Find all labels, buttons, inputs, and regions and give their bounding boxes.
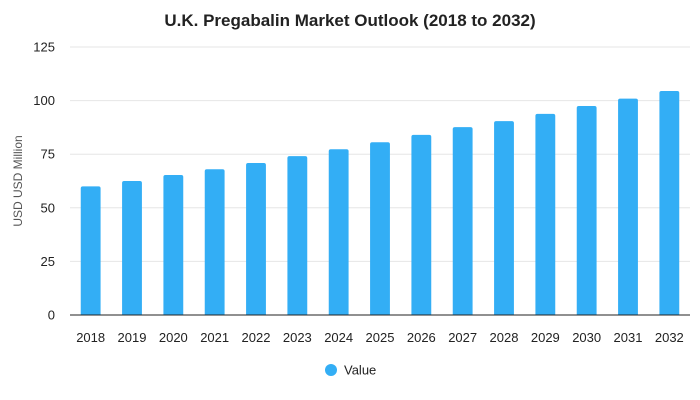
bar-2023[interactable] <box>287 156 308 315</box>
x-tick-label: 2032 <box>655 330 684 345</box>
legend[interactable]: Value <box>325 363 376 378</box>
x-tick-label: 2026 <box>407 330 436 345</box>
y-axis-ticks: 0 25 50 75 100 125 <box>33 40 55 323</box>
y-tick-label: 0 <box>48 308 55 323</box>
x-tick-label: 2024 <box>324 330 353 345</box>
x-tick-label: 2031 <box>614 330 643 345</box>
bar-2020[interactable] <box>163 174 184 315</box>
bar-2025[interactable] <box>370 142 390 315</box>
bar-2029[interactable] <box>535 113 556 316</box>
bar-2022[interactable] <box>246 162 266 315</box>
bar-2026[interactable] <box>411 134 432 315</box>
y-tick-label: 75 <box>41 147 55 162</box>
x-axis-ticks: 2018 2019 2020 2021 2022 2023 2024 2025 2026 2027… <box>76 330 684 345</box>
y-tick-label: 125 <box>33 40 55 55</box>
chart-title: U.K. Pregabalin Market Outlook (2018 to … <box>164 11 535 30</box>
y-axis-title: USD USD Million <box>11 135 25 226</box>
bar-2028[interactable] <box>494 121 514 315</box>
y-tick-label: 50 <box>41 200 55 215</box>
x-tick-label: 2021 <box>200 330 229 345</box>
x-tick-label: 2018 <box>76 330 105 345</box>
x-tick-label: 2029 <box>531 330 560 345</box>
x-tick-label: 2030 <box>572 330 601 345</box>
bar-2018[interactable] <box>80 186 101 315</box>
bar-2027[interactable] <box>452 127 473 315</box>
y-tick-label: 100 <box>33 93 55 108</box>
x-tick-label: 2022 <box>242 330 271 345</box>
y-tick-label: 25 <box>41 254 55 269</box>
bar-2024[interactable] <box>328 149 349 315</box>
x-tick-label: 2019 <box>118 330 147 345</box>
legend-label-value: Value <box>344 363 376 378</box>
bars <box>80 90 680 316</box>
bar-2021[interactable] <box>204 169 225 315</box>
bar-2032[interactable] <box>659 90 680 316</box>
x-tick-label: 2020 <box>159 330 188 345</box>
bar-2031[interactable] <box>618 98 638 315</box>
bar-2019[interactable] <box>122 181 142 315</box>
x-tick-label: 2025 <box>366 330 395 345</box>
x-tick-label: 2027 <box>448 330 477 345</box>
x-tick-label: 2028 <box>490 330 519 345</box>
bar-2030[interactable] <box>576 105 597 316</box>
x-tick-label: 2023 <box>283 330 312 345</box>
legend-marker-value <box>325 364 337 376</box>
